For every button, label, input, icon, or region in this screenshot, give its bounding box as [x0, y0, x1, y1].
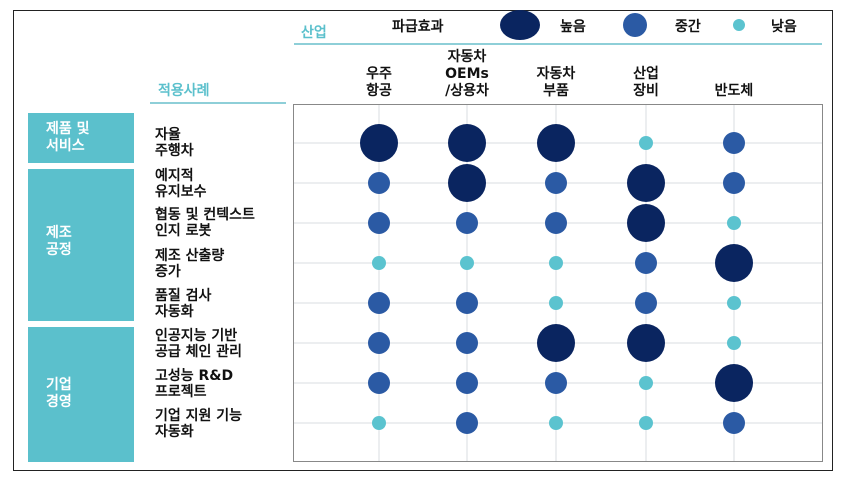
bubble-medium	[368, 212, 390, 234]
bubble-low	[549, 296, 563, 310]
bubble-medium	[723, 132, 745, 154]
bubble-medium	[545, 372, 567, 394]
row-label: 협동 및 컨텍스트 인지 로봇	[155, 207, 255, 239]
legend-title: 파급효과	[392, 19, 444, 35]
bubble-low	[549, 256, 563, 270]
bubble-medium	[723, 412, 745, 434]
column-header: 자동차 부품	[536, 66, 576, 99]
bubble-low	[727, 216, 741, 230]
legend-medium-marker	[623, 13, 647, 37]
category-manufacturing: 제조 공정	[28, 169, 134, 321]
bubble-medium	[368, 172, 390, 194]
bubble-high	[448, 124, 486, 162]
category-product-service: 제품 및 서비스	[28, 113, 134, 163]
category-label: 제조 공정	[46, 225, 72, 258]
bubble-high	[360, 124, 398, 162]
header-rule	[294, 43, 822, 45]
bubble-high	[627, 324, 665, 362]
category-label: 기업 경영	[46, 377, 72, 410]
bubble-medium	[456, 332, 478, 354]
column-header: 산업 장비	[633, 66, 659, 99]
plot-area	[293, 104, 823, 462]
bubble-high	[627, 164, 665, 202]
row-label: 품질 검사 자동화	[155, 288, 212, 320]
bubble-high	[537, 324, 575, 362]
legend-medium-label: 중간	[675, 19, 701, 35]
bubble-medium	[368, 332, 390, 354]
bubble-high	[715, 364, 753, 402]
bubble-medium	[635, 252, 657, 274]
column-header: 우주 항공	[366, 66, 392, 99]
bubble-low	[460, 256, 474, 270]
row-label: 자율 주행차	[155, 127, 194, 159]
bubble-high	[448, 164, 486, 202]
case-header-rule	[150, 102, 286, 104]
legend-low-marker	[733, 19, 745, 31]
bubble-low	[727, 296, 741, 310]
bubble-medium	[368, 292, 390, 314]
bubble-medium	[368, 372, 390, 394]
bubble-medium	[456, 292, 478, 314]
bubble-low	[727, 336, 741, 350]
row-label: 예지적 유지보수	[155, 168, 207, 200]
category-label: 제품 및 서비스	[46, 121, 90, 154]
bubble-low	[639, 136, 653, 150]
bubble-medium	[545, 212, 567, 234]
bubble-medium	[545, 172, 567, 194]
chart-frame	[13, 10, 833, 471]
bubble-low	[372, 256, 386, 270]
column-header: 자동차 OEMs /상용차	[445, 49, 489, 99]
row-label: 고성능 R&D 프로젝트	[155, 368, 234, 400]
legend-high-marker	[500, 10, 540, 40]
row-label: 제조 산출량 증가	[155, 248, 225, 280]
bubble-medium	[635, 292, 657, 314]
bubble-medium	[456, 412, 478, 434]
row-label: 인공지능 기반 공급 체인 관리	[155, 328, 243, 360]
legend-high-label: 높음	[560, 19, 586, 35]
bubble-low	[639, 416, 653, 430]
bubble-low	[639, 376, 653, 390]
case-axis-title: 적용사례	[158, 83, 210, 99]
row-label: 기업 지원 기능 자동화	[155, 408, 243, 440]
bubble-high	[627, 204, 665, 242]
bubble-low	[549, 416, 563, 430]
bubble-low	[372, 416, 386, 430]
industry-axis-title: 산업	[301, 25, 327, 41]
bubble-high	[715, 244, 753, 282]
bubble-high	[537, 124, 575, 162]
bubble-medium	[723, 172, 745, 194]
column-header: 반도체	[714, 83, 754, 99]
legend-low-label: 낮음	[771, 19, 797, 35]
bubble-medium	[456, 212, 478, 234]
category-enterprise: 기업 경영	[28, 327, 134, 462]
bubble-medium	[456, 372, 478, 394]
